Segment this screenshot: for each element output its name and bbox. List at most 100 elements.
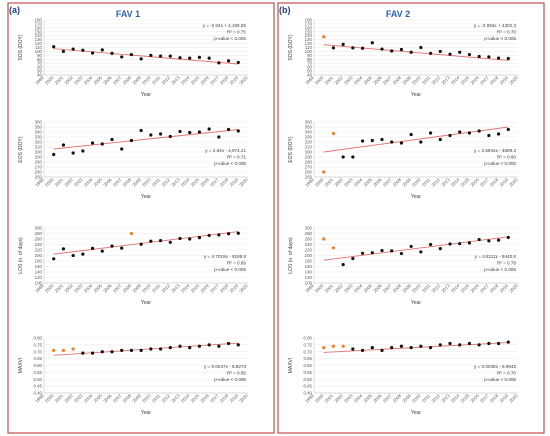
y-tick-label: 0.60 [303, 363, 312, 368]
x-tick-label: 2019 [499, 75, 510, 86]
x-tick-label: 2016 [469, 283, 480, 294]
y-tick-label: 290 [35, 155, 43, 160]
x-tick-label: 1999 [304, 283, 315, 294]
x-tick-label: 2018 [219, 393, 230, 404]
y-tick-label: 0.75 [303, 342, 312, 347]
x-tick-label: 2020 [508, 283, 519, 294]
x-tick-label: 2019 [499, 283, 510, 294]
x-tick-label: 2002 [63, 177, 74, 188]
y-tick-label: 0.65 [33, 356, 42, 361]
data-point [217, 344, 221, 348]
data-point [207, 127, 211, 131]
data-point [341, 155, 345, 159]
data-point [52, 257, 56, 261]
x-tick-label: 2017 [209, 283, 220, 294]
x-tick-label: 2000 [44, 177, 55, 188]
data-point [110, 350, 114, 354]
y-axis-label: EOS (DOY) [288, 136, 294, 162]
y-tick-label: 300 [305, 226, 313, 231]
regression-equation: y = 0.0038x - 6.9842 [474, 364, 516, 369]
x-tick-label: 2016 [199, 177, 210, 188]
x-axis-label: Year [141, 300, 151, 306]
x-tick-label: 2012 [431, 283, 442, 294]
y-tick-label: 120 [35, 275, 43, 280]
x-tick-label: 2010 [411, 283, 422, 294]
data-point [158, 132, 163, 136]
x-tick-label: 2007 [112, 283, 123, 294]
y-axis-label: LOS (n. of days) [18, 237, 24, 274]
data-point [351, 46, 355, 50]
data-point [380, 47, 384, 51]
x-tick-label: 2018 [489, 75, 500, 86]
y-tick-label: 60 [307, 65, 312, 70]
y-tick-label: 100 [35, 281, 43, 286]
y-tick-label: 0.80 [33, 336, 42, 341]
y-tick-label: 0.55 [303, 370, 312, 375]
x-tick-label: 2007 [382, 75, 393, 86]
x-tick-label: 2000 [44, 75, 55, 86]
y-axis-label: SOS (DOY) [288, 34, 294, 60]
p-value: p-value < 0.005 [484, 377, 516, 382]
outlier-point [129, 231, 134, 236]
panel-title: FAV 1 [116, 9, 140, 19]
data-point [226, 59, 231, 63]
x-tick-label: 2011 [151, 75, 162, 86]
p-value: p-value < 0.005 [214, 377, 246, 382]
x-tick-label: 2013 [170, 75, 181, 86]
data-point [458, 242, 462, 246]
data-point [236, 343, 240, 347]
x-tick-label: 2004 [353, 177, 364, 188]
data-point [351, 347, 355, 351]
y-tick-label: 90 [37, 53, 42, 58]
data-point [120, 55, 124, 59]
data-point [207, 343, 211, 347]
r-squared: R² = 0.79 [497, 261, 516, 266]
x-tick-label: 1999 [304, 75, 315, 86]
r-squared: R² = 0.70 [497, 371, 516, 376]
data-point [207, 233, 211, 238]
x-tick-label: 2015 [460, 283, 471, 294]
x-tick-label: 2013 [440, 75, 451, 86]
x-tick-label: 2009 [131, 75, 142, 86]
x-tick-label: 2002 [333, 283, 344, 294]
x-axis-label: Year [141, 194, 151, 200]
y-tick-label: 50 [37, 69, 42, 74]
x-tick-label: 2011 [421, 177, 432, 188]
x-tick-label: 2011 [151, 393, 162, 404]
y-tick-label: 220 [305, 248, 313, 253]
x-tick-label: 2016 [199, 283, 210, 294]
x-tick-label: 2010 [411, 393, 422, 404]
x-tick-label: 2015 [190, 283, 201, 294]
y-tick-label: 170 [305, 21, 313, 26]
x-tick-label: 2005 [93, 393, 104, 404]
data-point [370, 346, 374, 350]
data-point [188, 130, 192, 135]
data-point [438, 137, 442, 142]
x-tick-label: 2018 [219, 75, 230, 86]
y-tick-label: 340 [305, 130, 313, 135]
x-tick-label: 2020 [508, 177, 519, 188]
data-point [120, 246, 124, 250]
x-tick-label: 2015 [460, 177, 471, 188]
data-point [61, 143, 66, 147]
data-point [370, 41, 374, 45]
data-point [120, 147, 124, 151]
regression-equation: y = 4.7019x - 9199.5 [204, 254, 246, 259]
y-tick-label: 70 [37, 61, 42, 66]
y-tick-label: 0.55 [33, 370, 42, 375]
data-point [139, 128, 143, 133]
data-point [71, 151, 75, 155]
data-point [448, 52, 452, 56]
x-tick-label: 2005 [93, 283, 104, 294]
x-tick-label: 2019 [229, 283, 240, 294]
x-tick-label: 2018 [489, 177, 500, 188]
y-tick-label: 0.50 [33, 377, 42, 382]
y-tick-label: 160 [305, 264, 313, 269]
y-tick-label: 0.40 [33, 391, 42, 396]
data-point [458, 343, 462, 347]
data-point [428, 131, 433, 135]
x-tick-label: 2018 [489, 283, 500, 294]
regression-equation: y = 4.8111x - 9440.6 [475, 254, 517, 259]
x-tick-label: 2007 [112, 393, 123, 404]
